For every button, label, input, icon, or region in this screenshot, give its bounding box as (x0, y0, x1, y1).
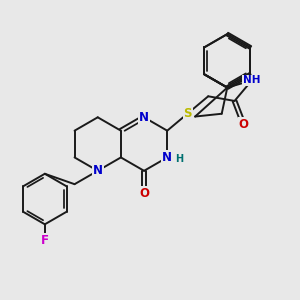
Text: N: N (139, 111, 149, 124)
Text: S: S (184, 107, 192, 120)
Text: H: H (175, 154, 183, 164)
Text: F: F (41, 234, 49, 247)
Text: NH: NH (243, 75, 260, 85)
Text: O: O (139, 187, 149, 200)
Text: O: O (238, 118, 248, 130)
Text: N: N (162, 151, 172, 164)
Text: N: N (93, 164, 103, 177)
